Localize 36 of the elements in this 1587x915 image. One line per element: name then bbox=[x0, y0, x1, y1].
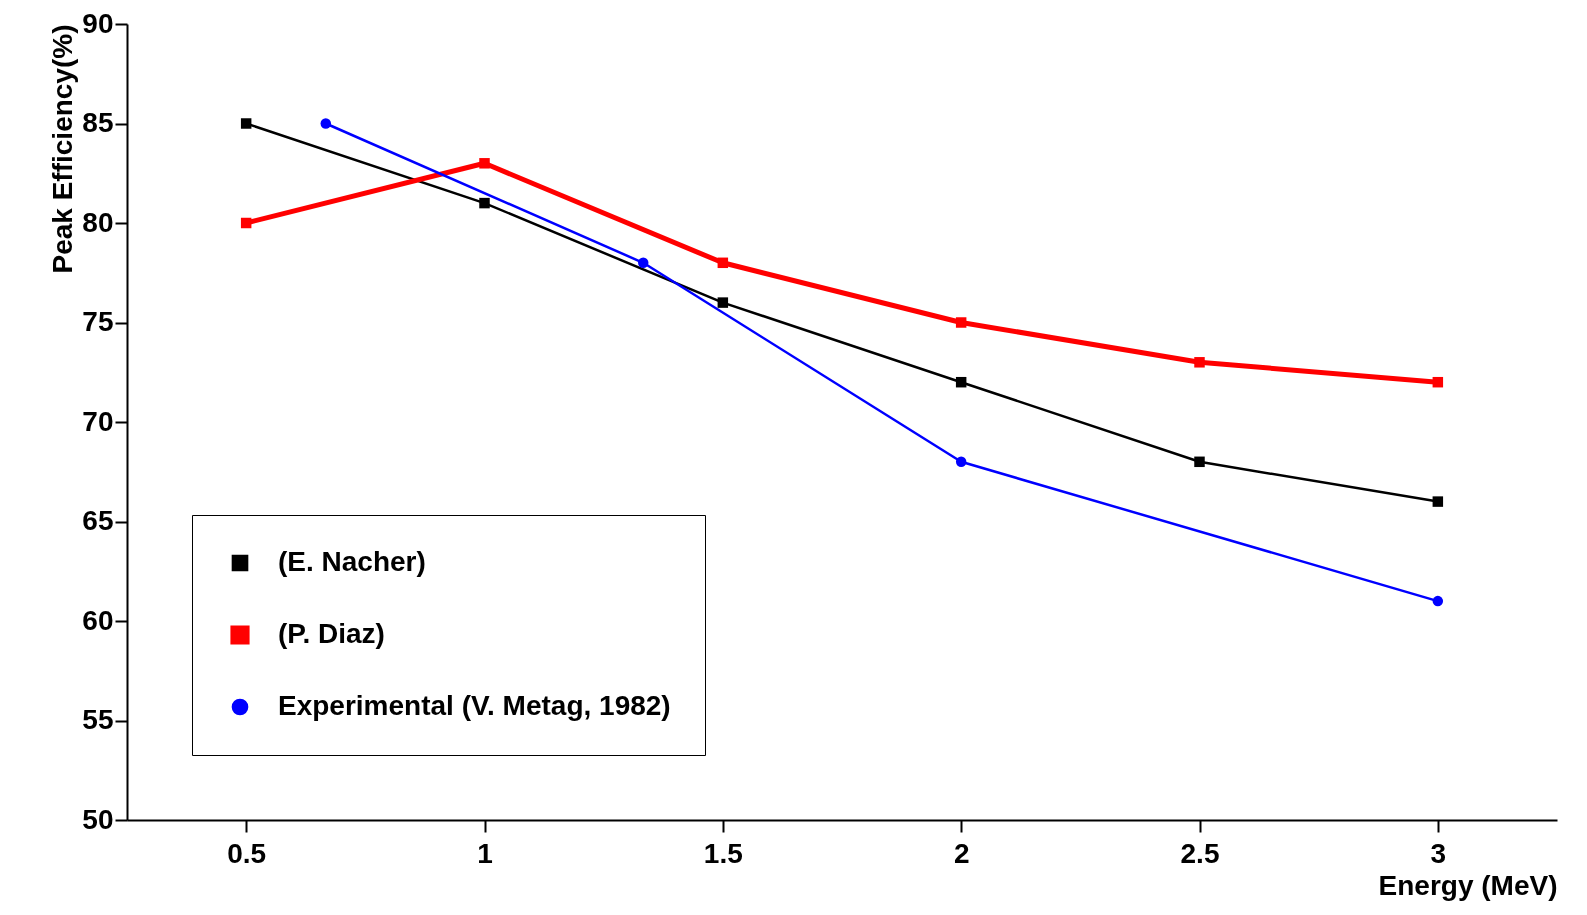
legend-label: Experimental (V. Metag, 1982) bbox=[278, 690, 671, 721]
point bbox=[955, 317, 967, 328]
point bbox=[1194, 357, 1205, 368]
x-tick-label: 2.5 bbox=[1180, 837, 1220, 869]
x-tick-label: 1 bbox=[477, 837, 493, 869]
y-tick-label: 60 bbox=[82, 604, 114, 636]
x-tick-label: 2 bbox=[953, 837, 970, 869]
point bbox=[1194, 456, 1205, 468]
y-tick-label: 85 bbox=[82, 107, 114, 138]
y-tick-label: 55 bbox=[82, 704, 114, 735]
point bbox=[1432, 376, 1444, 388]
point bbox=[955, 376, 967, 388]
y-tick-label: 80 bbox=[82, 206, 114, 238]
y-tick-label: 75 bbox=[82, 306, 114, 337]
point bbox=[320, 118, 332, 129]
x-axis-title: Energy (MeV) bbox=[1378, 869, 1558, 901]
y-axis-title: Peak Efficiency(%) bbox=[47, 24, 79, 274]
y-tick-label: 65 bbox=[82, 505, 114, 536]
y-tick-label: 70 bbox=[82, 405, 114, 437]
point bbox=[240, 118, 252, 129]
point bbox=[479, 158, 490, 169]
point bbox=[955, 456, 967, 468]
point bbox=[717, 257, 729, 269]
x-tick-label: 0.5 bbox=[227, 837, 267, 869]
point bbox=[1432, 595, 1444, 607]
y-tick-label: 90 bbox=[82, 7, 114, 39]
point bbox=[1432, 496, 1444, 507]
point bbox=[240, 217, 252, 229]
legend-label: (P. Diaz) bbox=[278, 618, 385, 649]
legend-label: (E. Nacher) bbox=[278, 546, 426, 577]
x-tick-label: 1.5 bbox=[703, 837, 743, 869]
x-tick-label: 3 bbox=[1430, 837, 1447, 869]
point bbox=[717, 297, 729, 308]
y-tick-label: 50 bbox=[82, 803, 114, 835]
point bbox=[479, 197, 490, 209]
point bbox=[637, 257, 649, 269]
